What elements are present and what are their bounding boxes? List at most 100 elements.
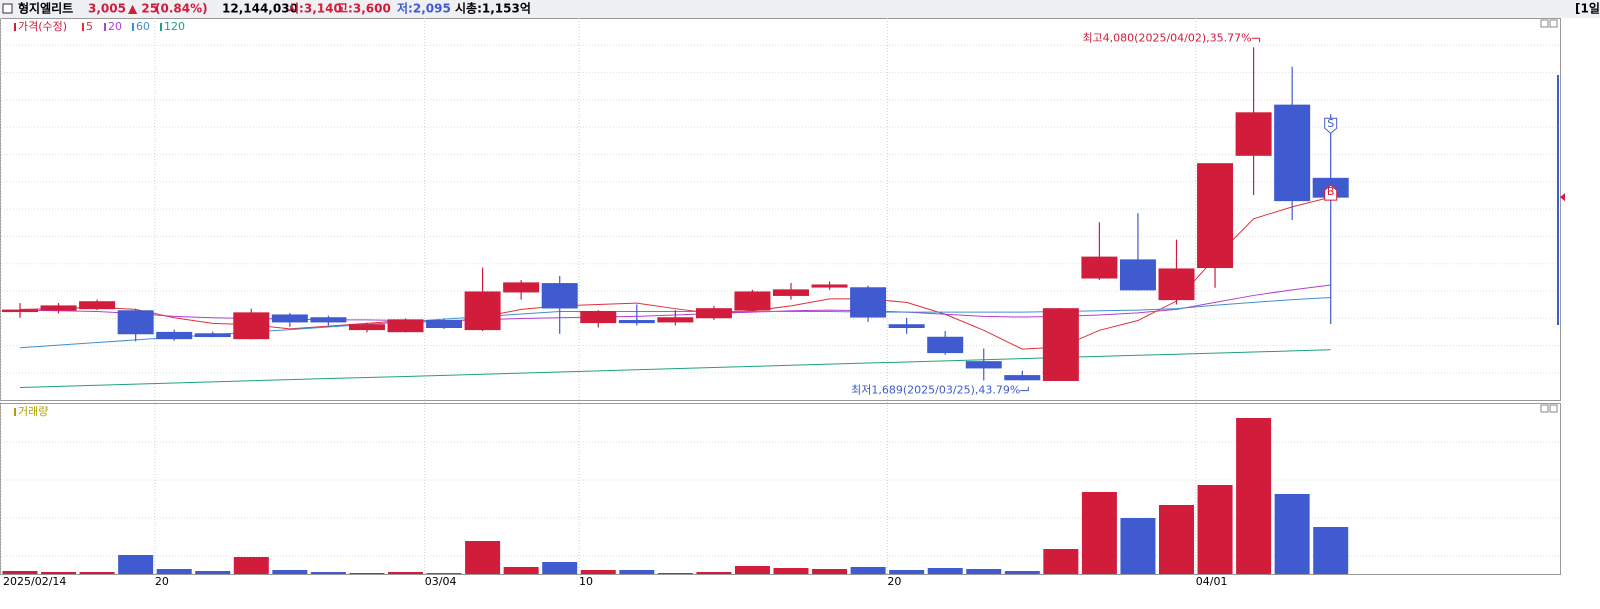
volume-bar <box>580 570 616 574</box>
legend-title: 거래량 <box>18 405 48 418</box>
volume-bar <box>503 567 539 574</box>
candle-body <box>888 324 925 329</box>
annotation-arrow <box>1251 37 1261 43</box>
stock-name: 형지엘리트 <box>18 1 73 16</box>
ma-line <box>19 349 1331 388</box>
volume-bar <box>388 572 423 574</box>
candle-body <box>811 284 848 288</box>
annotation-arrow <box>1020 386 1029 392</box>
candle-body <box>348 324 385 331</box>
panel-button[interactable] <box>1540 19 1549 28</box>
price-panel <box>0 18 1561 401</box>
x-tick-label: 03/04 <box>425 575 457 588</box>
volume-bar <box>812 569 848 574</box>
volume-bar <box>233 557 269 574</box>
volume-bar <box>1120 518 1156 574</box>
high: 고:3,600 <box>337 2 391 16</box>
volume-bar <box>465 541 501 574</box>
volume-bar <box>1081 492 1117 574</box>
candle-body <box>40 305 77 311</box>
volume: 12,144,030 <box>222 2 298 16</box>
volume-bar <box>41 572 77 574</box>
volume-bar <box>657 573 693 574</box>
volume-bar <box>1004 571 1040 574</box>
panel-button[interactable] <box>1549 19 1558 28</box>
candle-body <box>426 320 463 329</box>
buy-marker: B <box>1327 185 1335 198</box>
candle-body <box>233 312 270 340</box>
low: 저:2,095 <box>397 1 451 16</box>
open: 시:3,140 <box>288 2 342 16</box>
volume-bar <box>195 571 231 574</box>
legend-swatch <box>14 408 16 416</box>
x-tick-label: 04/01 <box>1196 575 1228 588</box>
candle-body <box>541 283 578 309</box>
volume-bar <box>773 568 809 574</box>
legend-swatch <box>132 23 134 31</box>
candle-body <box>79 301 116 310</box>
candle-body <box>1081 256 1118 279</box>
candle-body <box>156 331 193 340</box>
candle-body <box>387 319 424 333</box>
candle-body <box>117 310 154 335</box>
candle-body <box>464 291 501 331</box>
volume-bar <box>696 572 732 574</box>
header-bar <box>0 0 1600 18</box>
legend-label: 120 <box>164 20 185 33</box>
volume-bar <box>1274 494 1310 574</box>
candle-body <box>1158 268 1195 301</box>
cap: 시총:1,153억 <box>455 1 531 16</box>
volume-bar <box>1043 549 1079 574</box>
candle-body <box>965 361 1002 369</box>
legend-label: 5 <box>86 20 93 33</box>
volume-bar <box>272 570 308 574</box>
volume-bar <box>1159 505 1194 574</box>
volume-bar <box>619 570 655 574</box>
candle-body <box>503 282 540 293</box>
legend-swatch <box>82 23 84 31</box>
sell-marker-shape <box>1324 117 1338 134</box>
candle-body <box>1197 163 1234 269</box>
x-tick-label: 10 <box>579 575 593 588</box>
legend-swatch <box>104 23 106 31</box>
candle-body <box>310 317 347 323</box>
volume-bar <box>889 570 925 574</box>
volume-bar <box>542 562 578 574</box>
volume-bar <box>2 571 38 574</box>
volume-bar <box>966 569 1002 574</box>
checkbox[interactable] <box>2 3 13 14</box>
candle-body <box>1235 112 1272 156</box>
change: ▲ 25 <box>128 2 158 16</box>
buy-marker-shape <box>1324 184 1338 201</box>
panel-button[interactable] <box>1549 404 1558 413</box>
legend-swatch <box>14 23 16 31</box>
low-annotation: 최저1,689(2025/03/25),43.79% <box>851 384 1020 397</box>
volume-bar <box>310 572 346 574</box>
rate: (0.84%) <box>155 2 208 16</box>
volume-bar <box>1236 418 1272 574</box>
volume-bar <box>927 568 963 574</box>
volume-bar <box>1313 527 1349 574</box>
sell-marker: S <box>1327 117 1334 130</box>
price-pointer <box>1560 193 1565 202</box>
candle-body <box>580 310 617 324</box>
candle-body <box>734 291 771 311</box>
x-tick-label: 20 <box>887 575 901 588</box>
candle-body <box>657 317 694 323</box>
volume-bar <box>1197 485 1233 574</box>
high-annotation: 최고4,080(2025/04/02),35.77% <box>1082 31 1251 44</box>
candle-body <box>1042 308 1079 381</box>
legend-title: 가격(수정) <box>18 20 67 33</box>
volume-bar <box>349 573 385 574</box>
candle-body <box>194 333 231 338</box>
panel-button[interactable] <box>1540 404 1549 413</box>
period: [1일 <box>1575 2 1600 16</box>
candle-body <box>1119 259 1156 291</box>
candle-body <box>927 336 964 354</box>
price: 3,005 <box>88 2 126 16</box>
volume-bar <box>850 567 886 574</box>
legend-label: 20 <box>108 20 122 33</box>
volume-bar <box>156 569 192 574</box>
x-tick-label: 2025/02/14 <box>3 575 66 588</box>
